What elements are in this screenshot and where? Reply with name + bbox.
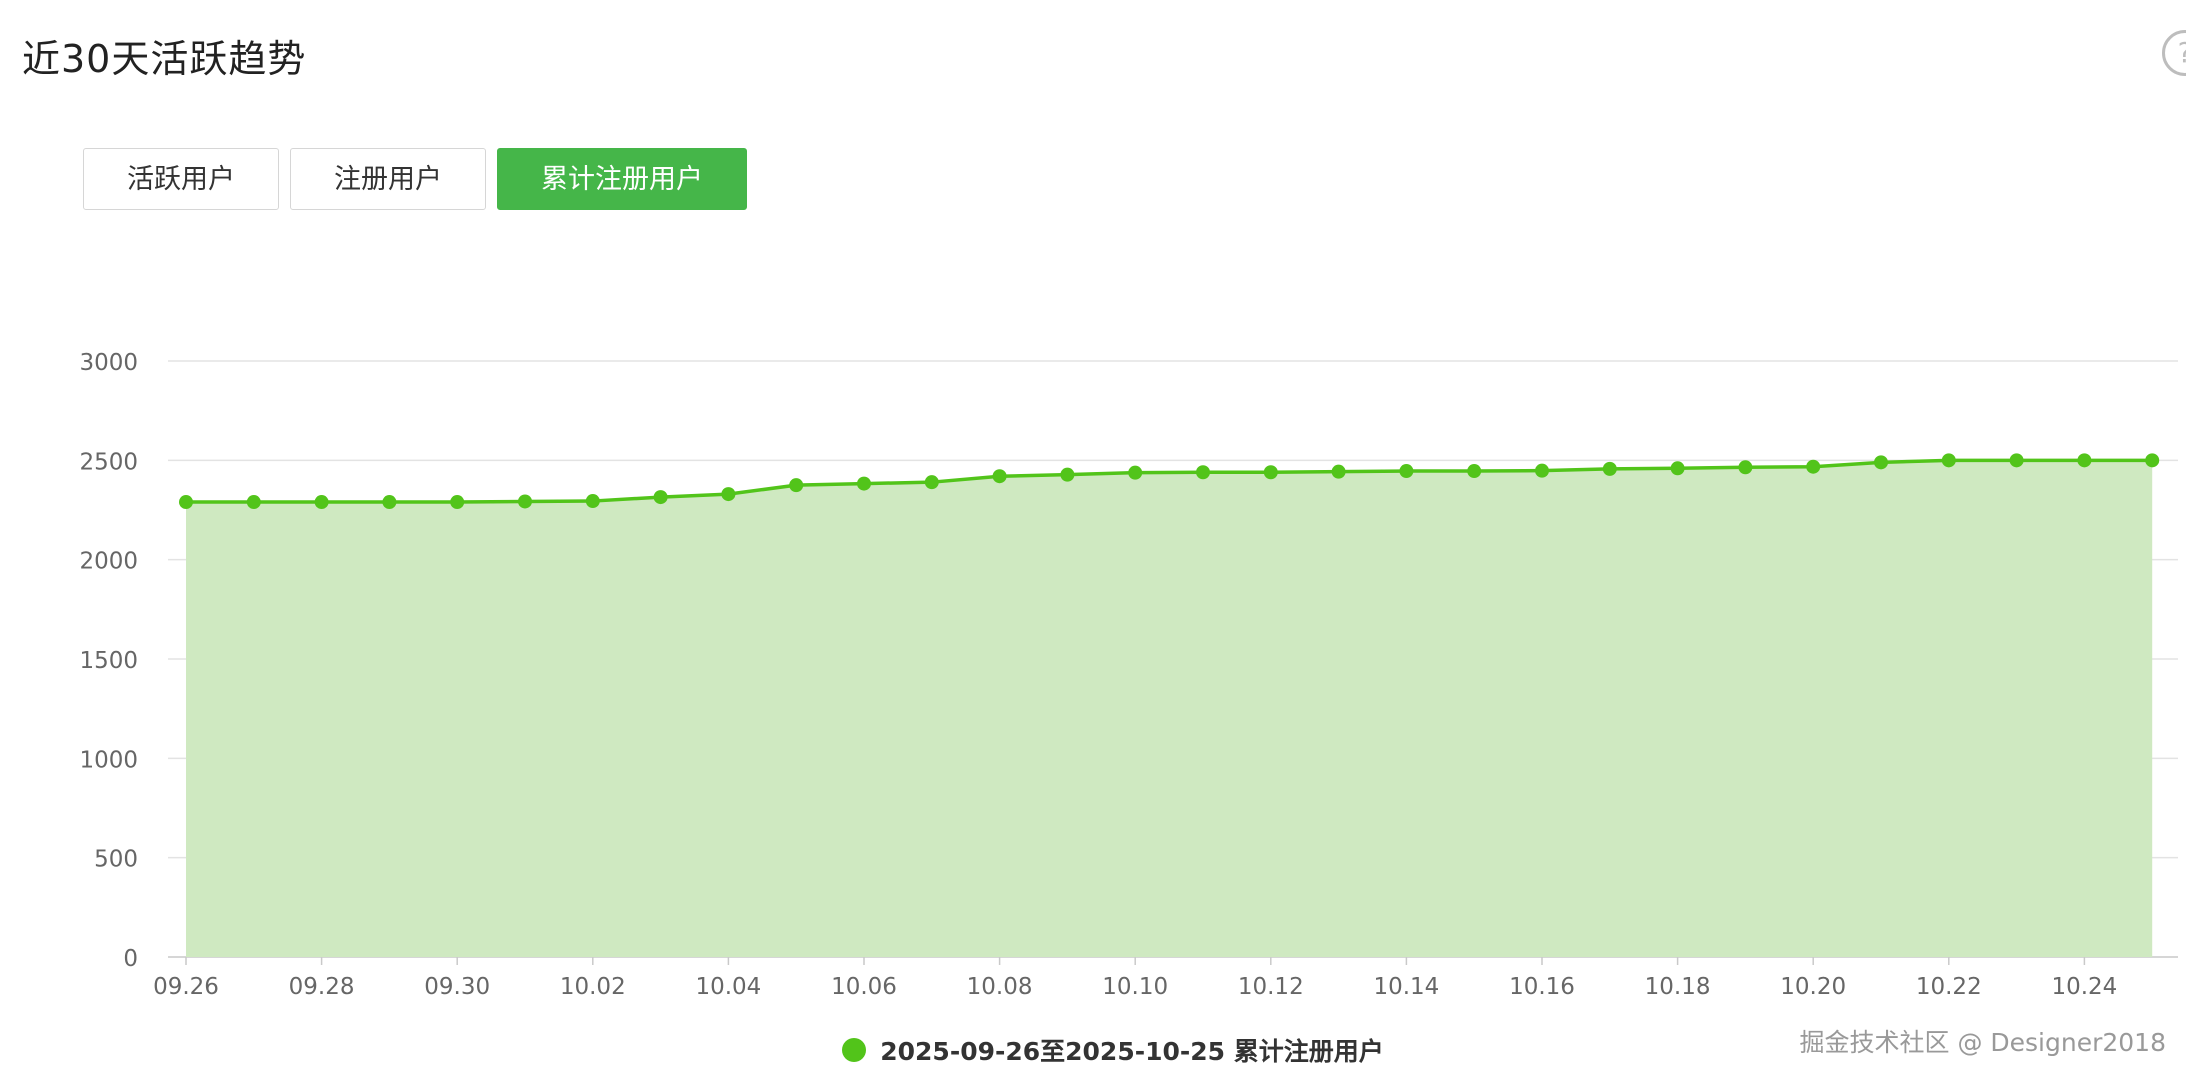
x-tick-label: 10.12 bbox=[1238, 974, 1304, 1000]
x-tick-label: 10.16 bbox=[1509, 974, 1575, 1000]
metric-tabs: 活跃用户 注册用户 累计注册用户 bbox=[83, 148, 747, 210]
data-point bbox=[179, 495, 193, 510]
x-tick-label: 10.04 bbox=[695, 974, 761, 1000]
y-tick-label: 2000 bbox=[79, 549, 138, 575]
y-tick-label: 1500 bbox=[79, 648, 138, 674]
data-point bbox=[1196, 465, 1210, 480]
x-tick-label: 09.26 bbox=[153, 974, 219, 1000]
x-tick-label: 10.14 bbox=[1373, 974, 1439, 1000]
data-point bbox=[857, 476, 871, 491]
data-point bbox=[585, 494, 600, 509]
data-point bbox=[450, 495, 465, 510]
data-point bbox=[789, 478, 804, 493]
page-title: 近30天活跃趋势 bbox=[22, 37, 307, 81]
data-point bbox=[1128, 465, 1143, 480]
data-point bbox=[1806, 459, 1821, 474]
data-point bbox=[382, 495, 397, 510]
x-tick-label: 10.24 bbox=[2051, 974, 2117, 1000]
data-point bbox=[2077, 453, 2092, 468]
data-point bbox=[1602, 461, 1617, 476]
x-tick-label: 10.02 bbox=[560, 974, 626, 1000]
data-point bbox=[1738, 460, 1753, 475]
x-tick-label: 10.20 bbox=[1780, 974, 1846, 1000]
data-point bbox=[2009, 453, 2024, 468]
tab-registered-users[interactable]: 注册用户 bbox=[290, 148, 486, 210]
data-point bbox=[992, 469, 1007, 484]
y-tick-label: 1000 bbox=[79, 747, 138, 773]
x-tick-label: 10.18 bbox=[1645, 974, 1711, 1000]
data-point bbox=[1941, 453, 1956, 468]
data-point bbox=[653, 490, 668, 505]
data-point bbox=[1874, 455, 1888, 470]
y-tick-label: 3000 bbox=[79, 350, 138, 376]
legend-dot-icon bbox=[842, 1038, 867, 1062]
data-point bbox=[1331, 464, 1346, 479]
data-point bbox=[2145, 453, 2160, 468]
data-point bbox=[518, 494, 532, 509]
x-tick-label: 10.10 bbox=[1102, 974, 1168, 1000]
data-point bbox=[246, 495, 261, 510]
tab-active-users[interactable]: 活跃用户 bbox=[83, 148, 279, 210]
series-line bbox=[186, 458, 2153, 504]
x-tick-label: 09.30 bbox=[424, 974, 490, 1000]
data-point bbox=[1467, 464, 1482, 479]
area-fill bbox=[186, 460, 2153, 957]
watermark: 掘金技术社区 @ Designer2018 bbox=[1799, 1028, 2167, 1057]
x-tick-label: 10.06 bbox=[831, 974, 897, 1000]
data-point bbox=[314, 495, 329, 510]
data-point bbox=[721, 487, 736, 502]
y-tick-label: 500 bbox=[94, 847, 138, 873]
data-point bbox=[1263, 465, 1278, 480]
data-point bbox=[1399, 464, 1414, 479]
data-point bbox=[924, 475, 939, 490]
x-tick-label: 10.22 bbox=[1916, 974, 1982, 1000]
data-point bbox=[1535, 463, 1549, 478]
chart-legend[interactable]: 2025-09-26至2025-10-25 累计注册用户 bbox=[0, 1032, 2186, 1068]
tab-cumulative-registered-users[interactable]: 累计注册用户 bbox=[497, 148, 747, 210]
x-tick-label: 09.28 bbox=[289, 974, 355, 1000]
legend-label: 2025-09-26至2025-10-25 累计注册用户 bbox=[880, 1037, 1384, 1066]
y-tick-label: 2500 bbox=[79, 449, 138, 475]
data-point bbox=[1670, 461, 1685, 476]
x-tick-label: 10.08 bbox=[967, 974, 1033, 1000]
y-tick-label: 0 bbox=[123, 946, 138, 972]
data-point bbox=[1060, 467, 1075, 482]
